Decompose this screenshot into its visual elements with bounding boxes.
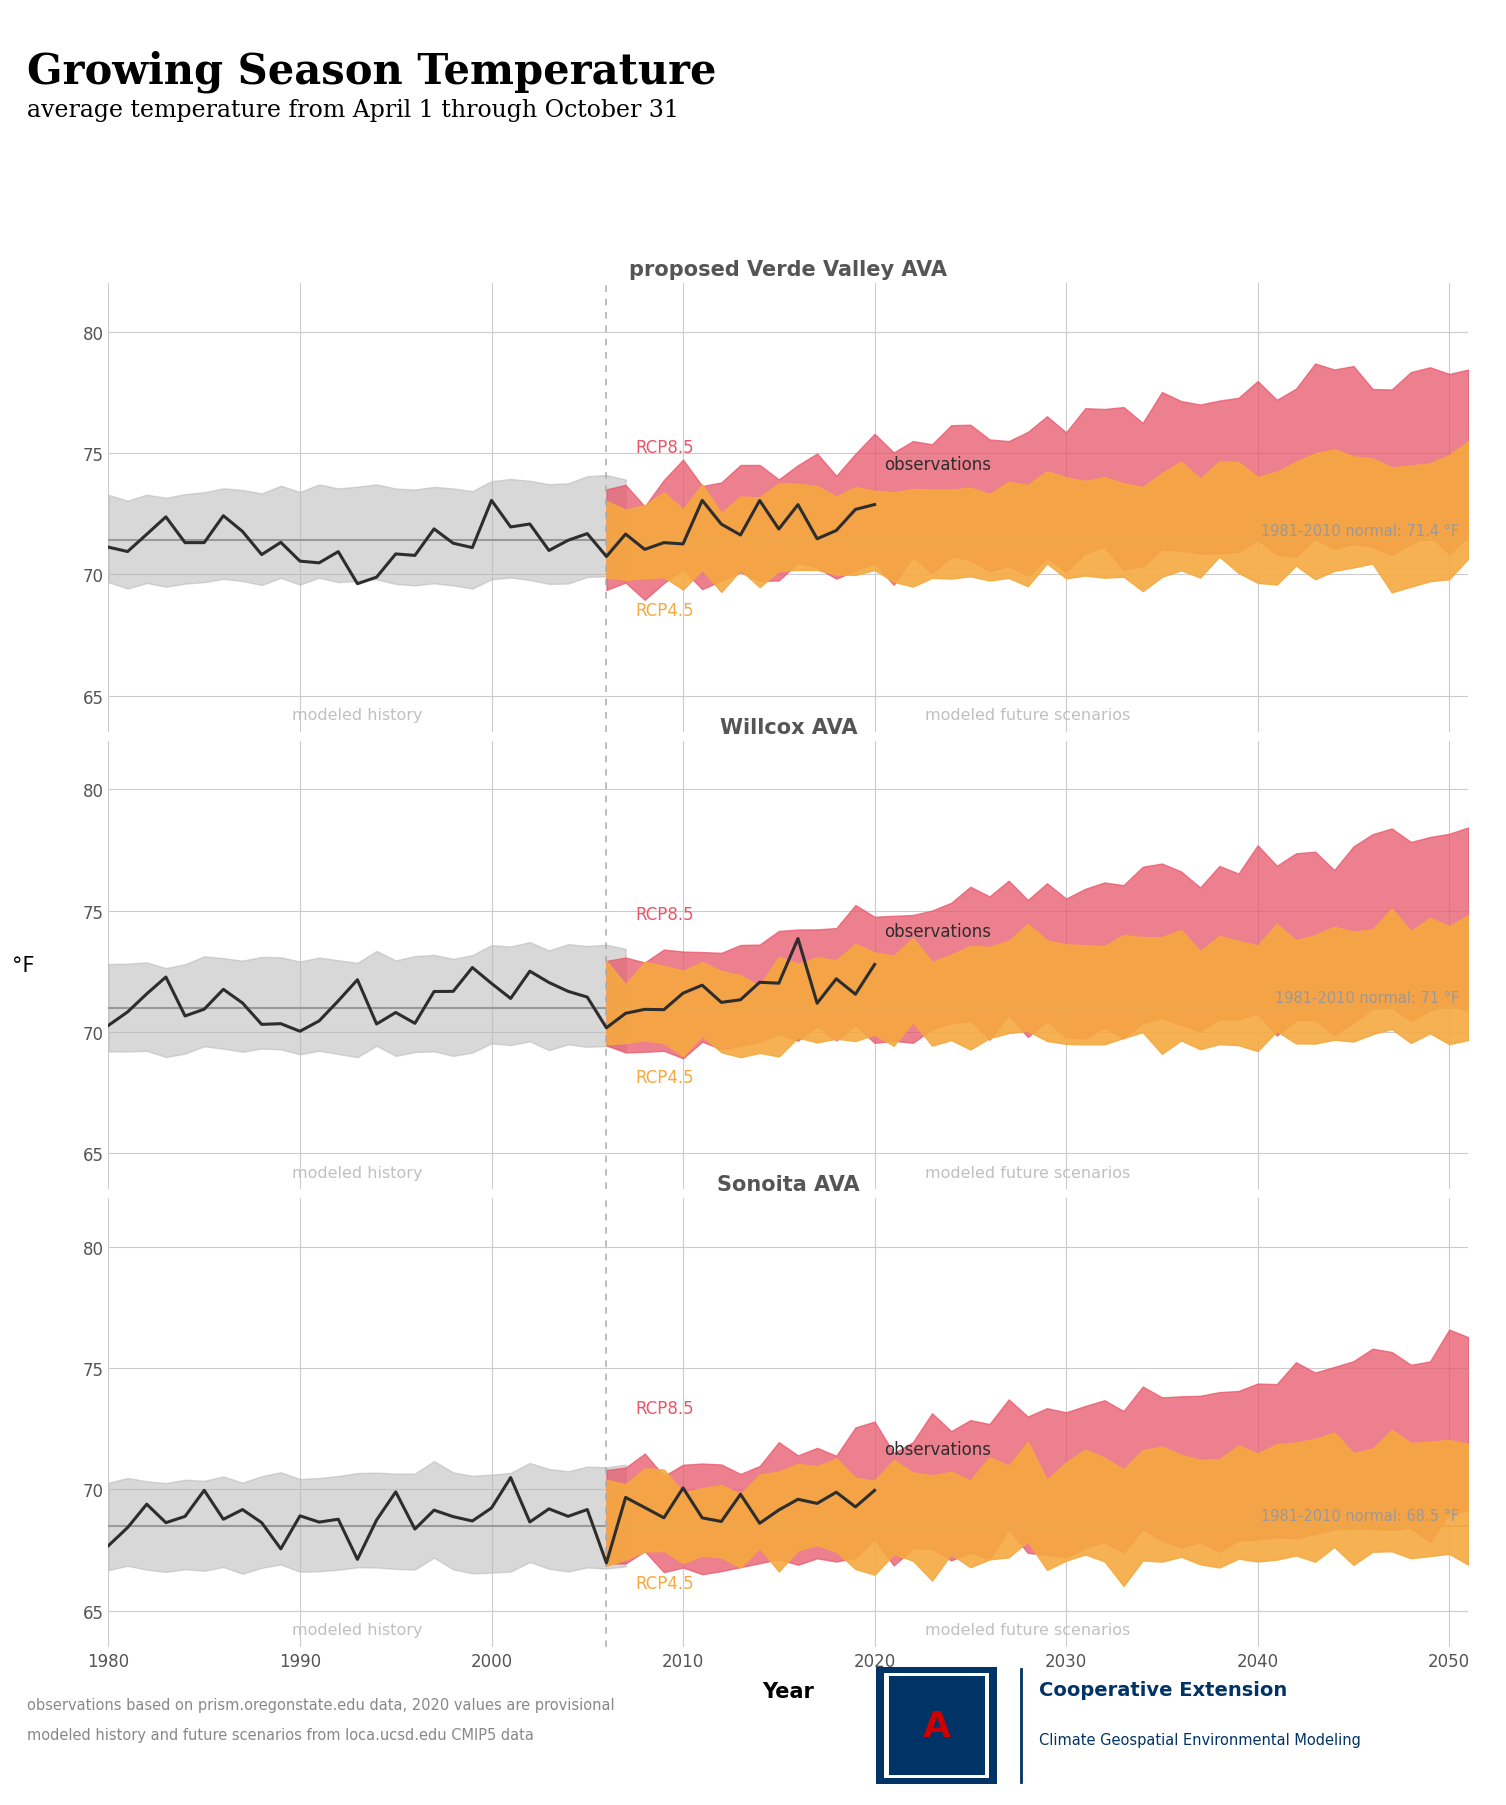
Title: Sonoita AVA: Sonoita AVA <box>717 1175 860 1195</box>
Title: proposed Verde Valley AVA: proposed Verde Valley AVA <box>630 260 947 280</box>
Text: modeled future scenarios: modeled future scenarios <box>925 708 1131 722</box>
FancyBboxPatch shape <box>876 1668 997 1783</box>
Text: RCP4.5: RCP4.5 <box>636 1069 694 1087</box>
Text: modeled history: modeled history <box>292 1623 423 1637</box>
Text: RCP8.5: RCP8.5 <box>636 439 694 457</box>
Text: modeled history: modeled history <box>292 1164 423 1180</box>
Text: modeled future scenarios: modeled future scenarios <box>925 1164 1131 1180</box>
FancyBboxPatch shape <box>889 1675 985 1776</box>
Text: Climate Geospatial Environmental Modeling: Climate Geospatial Environmental Modelin… <box>1039 1733 1361 1747</box>
FancyBboxPatch shape <box>884 1673 989 1778</box>
Text: RCP8.5: RCP8.5 <box>636 906 694 924</box>
Text: modeled history and future scenarios from loca.ucsd.edu CMIP5 data: modeled history and future scenarios fro… <box>27 1727 535 1742</box>
Text: °F: °F <box>12 955 35 977</box>
X-axis label: Year: Year <box>762 1680 815 1700</box>
Text: observations: observations <box>884 1440 991 1458</box>
Title: Willcox AVA: Willcox AVA <box>720 717 857 736</box>
Text: average temperature from April 1 through October 31: average temperature from April 1 through… <box>27 99 679 123</box>
Text: 1981-2010 normal: 68.5 °F: 1981-2010 normal: 68.5 °F <box>1261 1507 1459 1523</box>
Text: RCP8.5: RCP8.5 <box>636 1399 694 1417</box>
Text: 1981-2010 normal: 71.4 °F: 1981-2010 normal: 71.4 °F <box>1261 523 1459 538</box>
Text: A: A <box>923 1709 950 1742</box>
Text: observations: observations <box>884 455 991 473</box>
Text: Cooperative Extension: Cooperative Extension <box>1039 1680 1288 1699</box>
Text: 1981-2010 normal: 71 °F: 1981-2010 normal: 71 °F <box>1274 991 1459 1005</box>
Text: observations based on prism.oregonstate.edu data, 2020 values are provisional: observations based on prism.oregonstate.… <box>27 1697 614 1711</box>
Text: modeled future scenarios: modeled future scenarios <box>925 1623 1131 1637</box>
Text: modeled history: modeled history <box>292 708 423 722</box>
Text: observations: observations <box>884 922 991 940</box>
Text: Growing Season Temperature: Growing Season Temperature <box>27 51 717 94</box>
Text: RCP4.5: RCP4.5 <box>636 601 694 619</box>
Text: RCP4.5: RCP4.5 <box>636 1574 694 1592</box>
